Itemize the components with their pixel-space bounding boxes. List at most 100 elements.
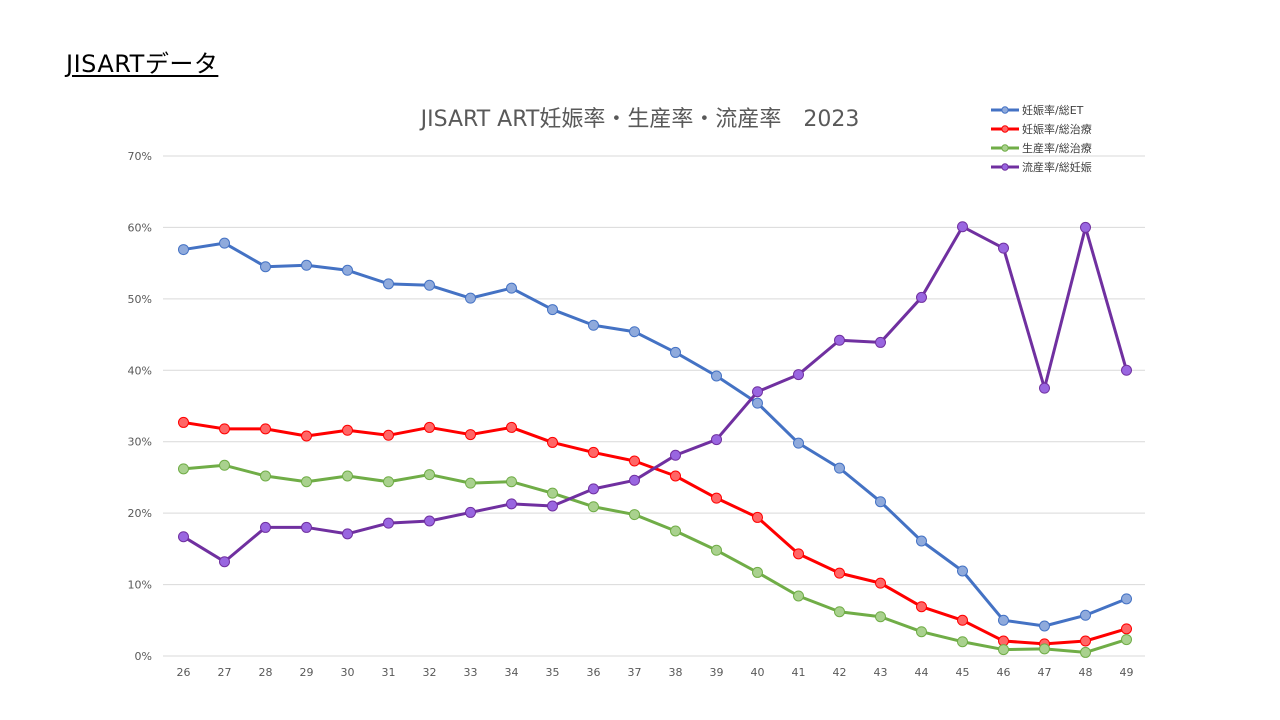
- data-point: [260, 470, 271, 482]
- series-1: [178, 237, 1132, 632]
- data-point: [834, 606, 845, 618]
- data-point: [711, 370, 722, 382]
- data-point: [178, 244, 189, 256]
- data-point: [1080, 609, 1091, 621]
- data-point: [424, 279, 435, 291]
- y-tick-label: 0%: [135, 650, 152, 663]
- x-tick-label: 49: [1120, 666, 1134, 679]
- data-point: [219, 423, 230, 435]
- x-tick-label: 37: [628, 666, 642, 679]
- x-tick-label: 29: [300, 666, 314, 679]
- data-point: [834, 462, 845, 474]
- data-point: [219, 556, 230, 568]
- x-tick-label: 32: [423, 666, 437, 679]
- x-tick-label: 33: [464, 666, 478, 679]
- data-point: [219, 237, 230, 249]
- data-point: [301, 259, 312, 271]
- legend-swatch: [991, 124, 1019, 133]
- data-point: [834, 567, 845, 579]
- legend-item: 妊娠率/総ET: [990, 100, 1092, 119]
- data-point: [260, 261, 271, 273]
- x-tick-label: 39: [710, 666, 724, 679]
- page-heading: JISARTデータ: [66, 50, 219, 78]
- x-tick-label: 47: [1038, 666, 1052, 679]
- data-point: [711, 492, 722, 504]
- data-point: [547, 436, 558, 448]
- x-tick-label: 30: [341, 666, 355, 679]
- data-point: [998, 644, 1009, 656]
- x-tick-label: 34: [505, 666, 519, 679]
- data-point: [1080, 221, 1091, 233]
- data-point: [752, 566, 763, 578]
- data-point: [1039, 643, 1050, 655]
- data-point: [547, 487, 558, 499]
- data-point: [875, 611, 886, 623]
- x-tick-label: 26: [177, 666, 191, 679]
- data-point: [957, 221, 968, 233]
- x-tick-label: 27: [218, 666, 232, 679]
- x-tick-label: 38: [669, 666, 683, 679]
- data-point: [834, 334, 845, 346]
- data-point: [629, 455, 640, 467]
- legend-label: 妊娠率/総治療: [1022, 122, 1092, 136]
- legend-label: 流産率/総妊娠: [1022, 160, 1092, 174]
- data-point: [957, 614, 968, 626]
- data-point: [670, 449, 681, 461]
- data-point: [793, 369, 804, 381]
- data-point: [424, 515, 435, 527]
- data-point: [547, 304, 558, 316]
- data-point: [670, 346, 681, 358]
- data-point: [916, 601, 927, 613]
- data-point: [1039, 620, 1050, 632]
- data-point: [629, 509, 640, 521]
- data-point: [219, 459, 230, 471]
- data-point: [875, 577, 886, 589]
- data-point: [342, 264, 353, 276]
- legend-item: 流産率/総妊娠: [990, 157, 1092, 176]
- data-point: [506, 498, 517, 510]
- y-tick-label: 60%: [128, 221, 152, 234]
- data-point: [998, 614, 1009, 626]
- x-tick-label: 45: [956, 666, 970, 679]
- series-line: [183, 463, 1127, 654]
- x-tick-label: 36: [587, 666, 601, 679]
- data-point: [1080, 646, 1091, 658]
- data-point: [506, 421, 517, 433]
- x-tick-label: 48: [1079, 666, 1093, 679]
- data-point: [506, 476, 517, 488]
- data-point: [465, 429, 476, 441]
- chart-legend: 妊娠率/総ET 妊娠率/総治療 生産率/総治療 流産率/総妊娠: [990, 100, 1092, 176]
- y-tick-label: 50%: [128, 293, 152, 306]
- data-point: [793, 437, 804, 449]
- data-point: [752, 386, 763, 398]
- data-point: [1121, 634, 1132, 646]
- data-point: [383, 429, 394, 441]
- data-point: [957, 636, 968, 648]
- data-point: [178, 416, 189, 428]
- data-point: [629, 474, 640, 486]
- data-point: [629, 326, 640, 338]
- data-point: [752, 397, 763, 409]
- data-point: [465, 506, 476, 518]
- x-axis-ticks: 26 27 28 29 30 31 32 33 34 35 36 37 38 39 40 41 42 43 44 45…: [177, 666, 1134, 679]
- data-point: [752, 511, 763, 523]
- legend-swatch: [991, 143, 1019, 152]
- data-point: [588, 483, 599, 495]
- y-tick-label: 10%: [128, 579, 152, 592]
- legend-swatch: [991, 162, 1019, 171]
- x-tick-label: 28: [259, 666, 273, 679]
- legend-label: 妊娠率/総ET: [1022, 103, 1084, 117]
- data-point: [342, 424, 353, 436]
- data-point: [711, 434, 722, 446]
- data-point: [424, 469, 435, 481]
- data-point: [670, 470, 681, 482]
- data-point: [793, 548, 804, 560]
- data-point: [916, 291, 927, 303]
- data-point: [506, 282, 517, 294]
- series-line: [182, 225, 1128, 564]
- data-point: [301, 521, 312, 533]
- data-point: [383, 278, 394, 290]
- data-point: [998, 242, 1009, 254]
- data-point: [957, 565, 968, 577]
